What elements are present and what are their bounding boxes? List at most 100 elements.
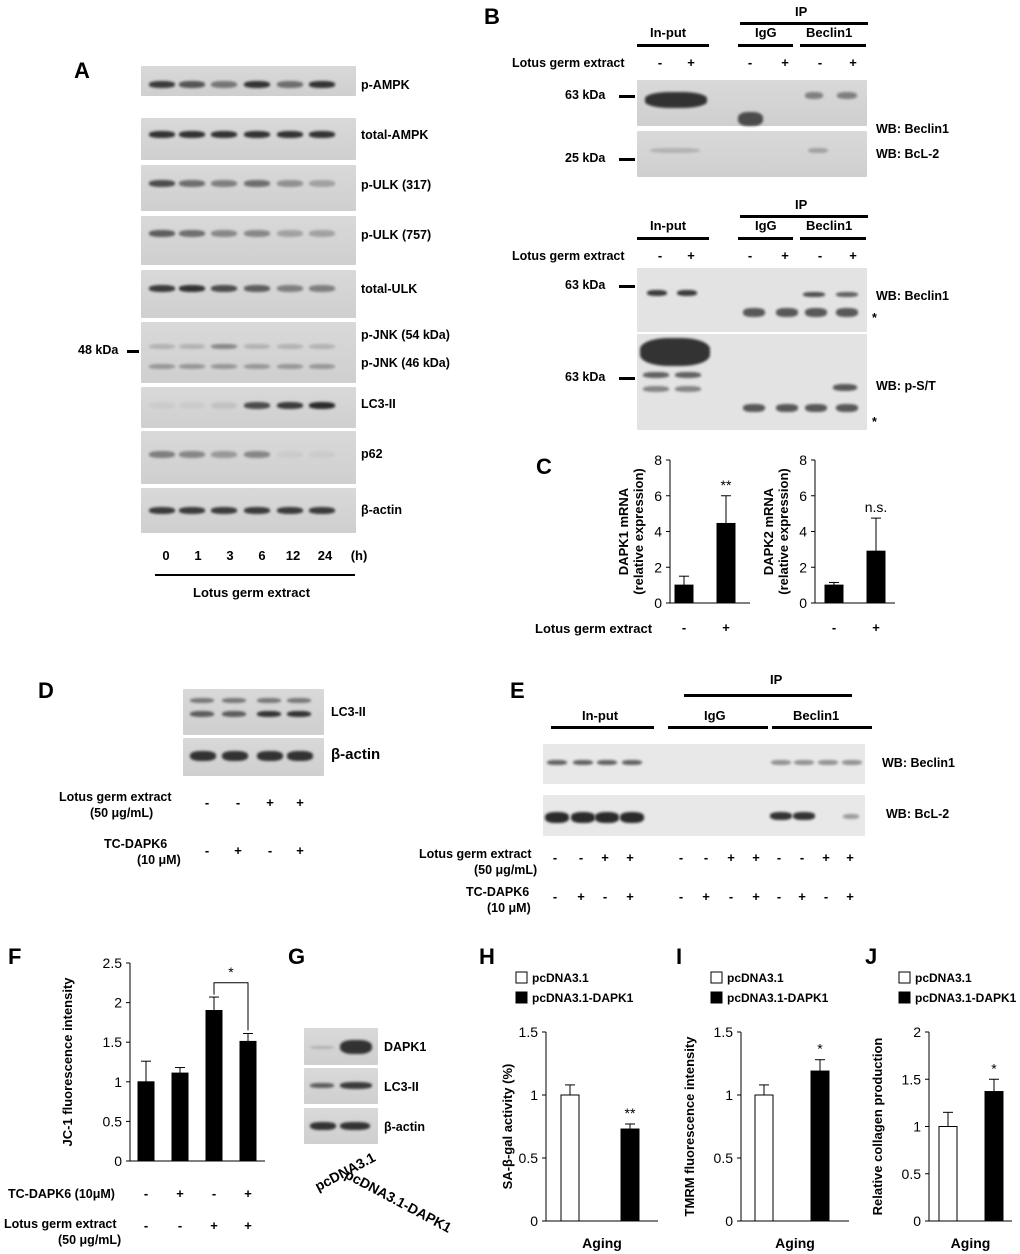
sign-label: + (846, 889, 854, 904)
blot-label: LC3-II (361, 397, 396, 411)
sign-label: - (728, 889, 734, 904)
blot-band (277, 180, 303, 187)
sign-label: - (657, 248, 663, 263)
blot-band (179, 451, 205, 458)
blot-band (211, 180, 237, 187)
marker-tick (619, 95, 635, 98)
y-tick-label: 4 (654, 524, 662, 540)
blot-band (677, 290, 697, 296)
star-label: * (872, 415, 877, 429)
legend-swatch (898, 971, 911, 984)
blot-band (179, 402, 205, 409)
y-tick-label: 1 (725, 1087, 733, 1103)
treatment-label: Lotus germ extract (512, 56, 625, 70)
sign-label: - (552, 889, 558, 904)
blot-band (149, 507, 175, 514)
igg-label: IgG (755, 25, 777, 40)
blot-band (340, 1040, 372, 1054)
sign-label: - (657, 55, 663, 70)
blot-band (277, 81, 303, 88)
sign-label: - (602, 889, 608, 904)
beclin-line (800, 237, 866, 240)
significance-label: * (228, 964, 234, 980)
wb-bcl2: WB: BcL-2 (876, 147, 940, 161)
sign-label: + (781, 55, 789, 70)
blot-label: p-AMPK (361, 78, 410, 92)
timepoint-label: 3 (226, 548, 234, 563)
panel-e-letter: E (510, 678, 525, 703)
blot-band (309, 402, 335, 409)
significance-label: ** (721, 477, 732, 493)
sign-label: - (144, 1218, 148, 1233)
legend-label: pcDNA3.1-DAPK1 (727, 991, 829, 1005)
blot-band (309, 364, 335, 369)
blot-band (244, 180, 270, 187)
category-sign: + (872, 620, 880, 635)
blot-label: LC3-II (384, 1080, 419, 1094)
blot-band (340, 1122, 370, 1130)
sign-label: + (752, 889, 760, 904)
y-tick-label: 8 (654, 452, 662, 468)
sign-label: - (703, 850, 709, 865)
bar (938, 1126, 958, 1222)
sign-label: - (204, 795, 210, 810)
sign-label: - (776, 889, 782, 904)
blot-band (244, 451, 270, 458)
blot-band (211, 131, 237, 138)
x-axis-label: Aging (582, 1235, 622, 1251)
blot-band (842, 760, 862, 765)
input-label: In-put (650, 218, 687, 233)
blot-band (190, 711, 214, 717)
timepoint-label: 6 (258, 548, 266, 563)
y-axis-label-line: SA-β-gal activity (%) (500, 1064, 515, 1190)
blot-band (179, 285, 205, 292)
blot-label: p-ULK (317) (361, 178, 432, 192)
blot-band (287, 711, 311, 717)
bar (620, 1128, 640, 1222)
blot-band (211, 230, 237, 237)
panel-a-marker: 48 kDa (78, 343, 119, 357)
blot-band (836, 308, 858, 317)
blot-panel (141, 165, 356, 211)
legend-label: pcDNA3.1 (915, 971, 972, 985)
wb-beclin: WB: Beclin1 (882, 756, 955, 770)
timepoint-label: 24 (317, 548, 333, 563)
row-label: Lotus germ extract (419, 847, 532, 861)
beclin-label: Beclin1 (806, 25, 853, 40)
legend-swatch (515, 991, 528, 1004)
blot-label: p-JNK (46 kDa) (361, 356, 450, 370)
bar (754, 1094, 774, 1222)
blot-band (211, 81, 237, 88)
blot-band (244, 344, 270, 349)
blot-band (277, 402, 303, 409)
blot-band (776, 308, 798, 317)
y-tick-label: 1 (530, 1087, 538, 1103)
legend-label: pcDNA3.1 (532, 971, 589, 985)
bar (560, 1094, 580, 1222)
blot-panel (637, 268, 867, 332)
panel-d-letter: D (38, 678, 54, 703)
timepoint-label: 12 (285, 548, 301, 563)
blot-band (277, 451, 303, 458)
panel-i-letter: I (676, 944, 683, 969)
blot-label: DAPK1 (384, 1040, 427, 1054)
y-tick-label: 2 (654, 559, 662, 575)
ip-label: IP (795, 4, 808, 19)
blot-label: total-AMPK (361, 128, 429, 142)
blot-band (309, 230, 335, 237)
beclin-label: Beclin1 (793, 708, 840, 723)
igg-line (738, 44, 793, 47)
blot-band (794, 760, 814, 765)
legend-label: pcDNA3.1-DAPK1 (915, 991, 1017, 1005)
blot-band (149, 344, 175, 349)
blot-band (793, 812, 815, 820)
blot-band (149, 451, 175, 458)
blot-band (190, 751, 216, 761)
y-tick-label: 2 (913, 1024, 921, 1040)
y-tick-label: 0.5 (519, 1150, 539, 1166)
blot-band (310, 1083, 334, 1088)
y-axis-label-line: JC-1 fluorescence intensity (60, 977, 75, 1147)
sign-label: + (849, 248, 857, 263)
blot-band (805, 92, 823, 99)
